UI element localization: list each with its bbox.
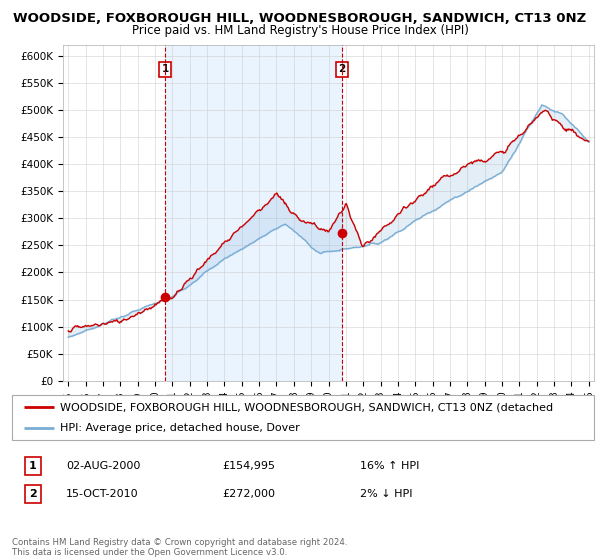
Text: WOODSIDE, FOXBOROUGH HILL, WOODNESBOROUGH, SANDWICH, CT13 0NZ: WOODSIDE, FOXBOROUGH HILL, WOODNESBOROUG… <box>13 12 587 25</box>
Text: WOODSIDE, FOXBOROUGH HILL, WOODNESBOROUGH, SANDWICH, CT13 0NZ (detached: WOODSIDE, FOXBOROUGH HILL, WOODNESBOROUG… <box>60 402 553 412</box>
Text: £154,995: £154,995 <box>222 461 275 471</box>
Bar <box>165 45 342 381</box>
Text: 15-OCT-2010: 15-OCT-2010 <box>66 489 139 499</box>
Text: Price paid vs. HM Land Registry's House Price Index (HPI): Price paid vs. HM Land Registry's House … <box>131 24 469 37</box>
Text: 1: 1 <box>29 461 37 471</box>
Text: 2: 2 <box>338 64 346 74</box>
Text: Contains HM Land Registry data © Crown copyright and database right 2024.
This d: Contains HM Land Registry data © Crown c… <box>12 538 347 557</box>
Text: 2: 2 <box>29 489 37 499</box>
Text: £272,000: £272,000 <box>222 489 275 499</box>
Text: 16% ↑ HPI: 16% ↑ HPI <box>360 461 419 471</box>
Text: 1: 1 <box>161 64 169 74</box>
Text: 02-AUG-2000: 02-AUG-2000 <box>66 461 140 471</box>
Text: HPI: Average price, detached house, Dover: HPI: Average price, detached house, Dove… <box>60 423 300 433</box>
Text: 2% ↓ HPI: 2% ↓ HPI <box>360 489 413 499</box>
